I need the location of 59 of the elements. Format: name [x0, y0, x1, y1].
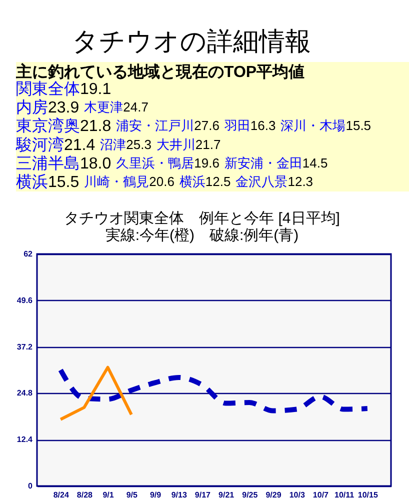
- category-label: 駿河湾: [15, 136, 64, 154]
- category-label: 木更津: [84, 100, 124, 115]
- x-tick-label: 9/13: [171, 490, 188, 500]
- category-label: 横浜: [179, 174, 206, 189]
- x-tick-label: 9/17: [194, 490, 212, 500]
- chart-title: タチウオ関東全体 例年と今年 [4日平均]: [64, 210, 340, 227]
- x-tick-label: 9/21: [218, 490, 235, 500]
- category-label: 浦安・江戸川: [116, 118, 194, 134]
- x-tick-label: 10/11: [334, 490, 355, 500]
- data-label: 18.0: [80, 155, 112, 172]
- y-tick-label: 49.6: [16, 296, 34, 305]
- data-label: 21.8: [80, 118, 112, 136]
- data-label: 12.5: [205, 174, 231, 189]
- x-tick-label: 8/24: [53, 490, 70, 500]
- data-label: 27.6: [194, 118, 220, 134]
- y-tick-label: 24.8: [16, 388, 34, 398]
- category-label: 新安浦・金田: [224, 155, 302, 170]
- category-label: 深川・木場: [280, 118, 346, 134]
- category-label: 三浦半島: [16, 154, 80, 172]
- category-label: 久里浜・鴨居: [116, 155, 194, 170]
- x-tick-label: 9/9: [150, 490, 162, 500]
- data-label: 12.3: [288, 174, 314, 189]
- data-label: 21.4: [64, 136, 96, 154]
- data-label: 19.1: [80, 81, 112, 98]
- x-tick-label: 10/7: [312, 490, 330, 500]
- category-label: 羽田: [223, 118, 250, 134]
- text: 主に釣れている地域と現在のTOP平均値: [15, 62, 305, 81]
- category-label: 金沢八景: [236, 174, 288, 189]
- x-tick-label: 9/29: [266, 490, 282, 500]
- y-tick-label: 0: [28, 482, 34, 490]
- data-label: 15.5: [48, 174, 80, 191]
- x-tick-label: 10/3: [289, 490, 306, 500]
- y-tick-label: 12.4: [16, 435, 34, 444]
- data-label: 15.5: [346, 118, 372, 134]
- x-tick-label: 8/28: [76, 490, 94, 500]
- category-label: 関東全体: [16, 80, 80, 98]
- y-tick-label: 62: [24, 250, 34, 258]
- data-label: 20.6: [149, 174, 174, 189]
- data-label: 16.3: [250, 118, 276, 134]
- x-tick-label: 9/5: [126, 490, 138, 500]
- chart-subtitle: 実線:今年(橙) 破線:例年(青): [105, 227, 299, 244]
- line-series: [59, 366, 133, 421]
- category-label: 川崎・鶴見: [84, 174, 150, 189]
- text: タチウオの詳細情報: [72, 26, 311, 56]
- data-label: 24.7: [123, 100, 148, 115]
- data-label: 19.6: [194, 155, 220, 170]
- data-label: 23.9: [48, 100, 80, 117]
- x-tick-label: 9/25: [242, 490, 258, 500]
- category-label: 東京湾奥: [16, 117, 80, 136]
- data-label: 14.5: [302, 155, 328, 170]
- category-label: 沼津: [100, 136, 126, 152]
- x-tick-label: 9/1: [102, 490, 114, 500]
- x-tick-label: 10/15: [358, 490, 378, 500]
- category-label: 内房: [16, 98, 48, 117]
- data-label: 21.7: [195, 136, 221, 152]
- data-label: 25.3: [126, 136, 152, 152]
- category-label: 横浜: [16, 173, 48, 191]
- y-tick-label: 37.2: [16, 342, 34, 352]
- category-label: 大井川: [156, 136, 196, 152]
